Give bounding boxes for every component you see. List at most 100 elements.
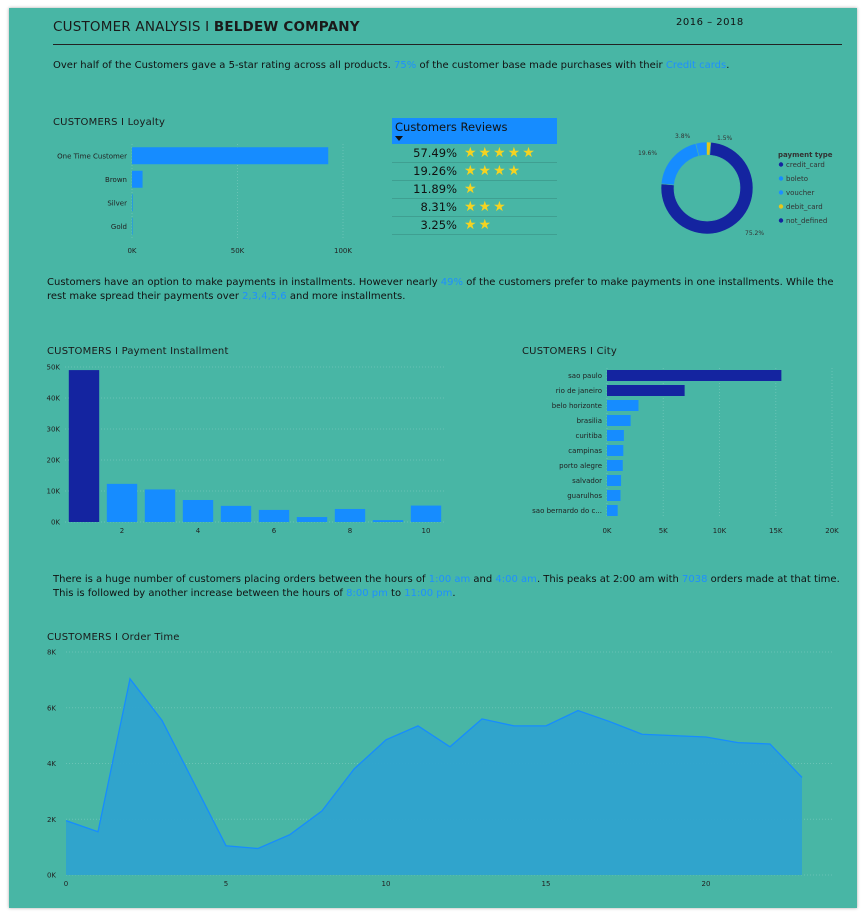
order-highlight-4: 8:00 pm	[346, 588, 388, 599]
installment-x-tick: 6	[272, 527, 277, 535]
payment-type-legend-label: not_defined	[786, 217, 827, 225]
order-text-6: .	[452, 588, 456, 599]
payment-type-slice	[660, 143, 700, 186]
order-time-y-tick: 4K	[47, 760, 56, 768]
review-percent: 11.89%	[413, 182, 457, 196]
installment-y-tick: 30K	[47, 426, 61, 434]
installment-x-tick: 8	[348, 527, 352, 535]
order-time-y-tick: 2K	[47, 816, 56, 824]
installment-y-tick: 20K	[47, 457, 61, 465]
order-time-area	[66, 678, 802, 875]
loyalty-bar	[132, 147, 329, 165]
payment-type-legend-marker	[778, 162, 784, 167]
reviews-header[interactable]: Customers Reviews	[392, 118, 557, 144]
review-row: 19.26% ★★★★	[392, 163, 557, 181]
city-category-label: salvador	[572, 477, 602, 485]
installment-y-tick: 0K	[51, 519, 60, 527]
city-bar	[607, 400, 639, 411]
city-category-label: rio de janeiro	[556, 387, 602, 395]
star-rating-icon: ★	[464, 181, 479, 197]
city-bar	[607, 415, 631, 426]
sort-arrow-icon[interactable]	[395, 136, 403, 141]
year-range: 2016 – 2018	[676, 17, 744, 28]
city-chart-title: CUSTOMERS I City	[522, 346, 617, 357]
order-text-5: to	[387, 588, 405, 599]
order-time-chart-title: CUSTOMERS I Order Time	[47, 632, 180, 643]
installment-text-2: of the customers prefer to make payments…	[47, 277, 834, 302]
title-divider	[53, 44, 842, 45]
order-time-text: There is a huge number of customers plac…	[53, 573, 843, 601]
loyalty-bar	[132, 194, 133, 212]
loyalty-x-tick: 100K	[334, 247, 352, 255]
city-bar	[607, 460, 623, 471]
city-bar	[607, 370, 782, 381]
installment-bar	[258, 509, 290, 522]
installment-highlight-1: 49%	[440, 277, 464, 288]
loyalty-chart-title: CUSTOMERS I Loyalty	[53, 117, 166, 128]
page-title: CUSTOMER ANALYSIS I BELDEW COMPANY	[53, 19, 360, 35]
payment-type-slice-label: 75.2%	[745, 230, 764, 237]
loyalty-x-tick: 0K	[127, 247, 136, 255]
loyalty-bar	[132, 170, 143, 188]
review-percent: 3.25%	[420, 218, 457, 232]
installment-text-3: and more installments.	[286, 291, 406, 302]
dashboard-canvas: CUSTOMER ANALYSIS I BELDEW COMPANY 2016 …	[9, 8, 857, 908]
payment-type-legend-label: boleto	[786, 175, 808, 183]
city-bar	[607, 475, 622, 486]
intro-highlight-1: 75%	[394, 60, 417, 71]
payment-type-slice-label: 1.5%	[717, 135, 733, 142]
intro-text: Over half of the Customers gave a 5-star…	[53, 59, 843, 73]
loyalty-category-label: Silver	[107, 199, 127, 207]
city-category-label: porto alegre	[559, 462, 602, 470]
installment-bar	[334, 508, 366, 522]
intro-highlight-2: Credit cards	[665, 60, 727, 71]
city-x-tick: 0K	[602, 527, 611, 535]
installment-bar	[68, 370, 100, 522]
installment-bar	[106, 483, 138, 522]
intro-text-1: Over half of the Customers gave a 5-star…	[53, 60, 395, 71]
order-time-x-tick: 0	[64, 880, 68, 888]
order-highlight-2: 4:00 am	[495, 574, 537, 585]
installment-x-tick: 4	[196, 527, 201, 535]
reviews-header-label: Customers Reviews	[395, 120, 508, 134]
loyalty-category-label: One Time Customer	[57, 152, 127, 160]
payment-type-legend-title: payment type	[778, 151, 833, 159]
installment-bar	[144, 489, 176, 522]
loyalty-category-label: Gold	[111, 223, 127, 231]
city-x-tick: 20K	[825, 527, 839, 535]
city-x-tick: 5K	[659, 527, 668, 535]
order-time-y-tick: 6K	[47, 704, 56, 712]
payment-type-slice-label: 3.8%	[675, 133, 691, 140]
payment-type-slice	[695, 141, 707, 157]
intro-text-3: .	[726, 60, 730, 71]
city-bar	[607, 490, 621, 501]
city-category-label: sao bernardo do c...	[532, 507, 602, 515]
city-bar	[607, 505, 618, 516]
installment-x-tick: 2	[120, 527, 124, 535]
city-bar	[607, 385, 685, 396]
order-time-x-tick: 5	[224, 880, 228, 888]
order-time-x-tick: 15	[542, 880, 551, 888]
review-row: 3.25% ★★	[392, 217, 557, 235]
star-rating-icon: ★★★	[464, 199, 508, 215]
city-bar	[607, 430, 624, 441]
order-text-3: . This peaks at 2:00 am with	[536, 574, 683, 585]
order-text-1: There is a huge number of customers plac…	[53, 574, 429, 585]
installment-y-tick: 10K	[47, 488, 61, 496]
payment-type-legend-marker	[778, 204, 784, 209]
payment-type-legend-marker	[778, 218, 784, 223]
payment-type-legend-marker	[778, 176, 784, 181]
payment-type-legend-label: voucher	[786, 189, 814, 197]
payment-type-slice	[660, 141, 754, 235]
city-bar	[607, 445, 624, 456]
order-highlight-3: 7038	[682, 574, 708, 585]
payment-type-legend-marker	[778, 190, 784, 195]
city-category-label: brasilia	[577, 417, 602, 425]
city-category-label: curitiba	[575, 432, 602, 440]
review-row: 11.89% ★	[392, 181, 557, 199]
order-text-4: orders made at that time. This is follow…	[53, 574, 840, 599]
order-time-y-tick: 0K	[47, 872, 56, 880]
star-rating-icon: ★★★★	[464, 163, 523, 179]
loyalty-bar	[132, 217, 133, 235]
